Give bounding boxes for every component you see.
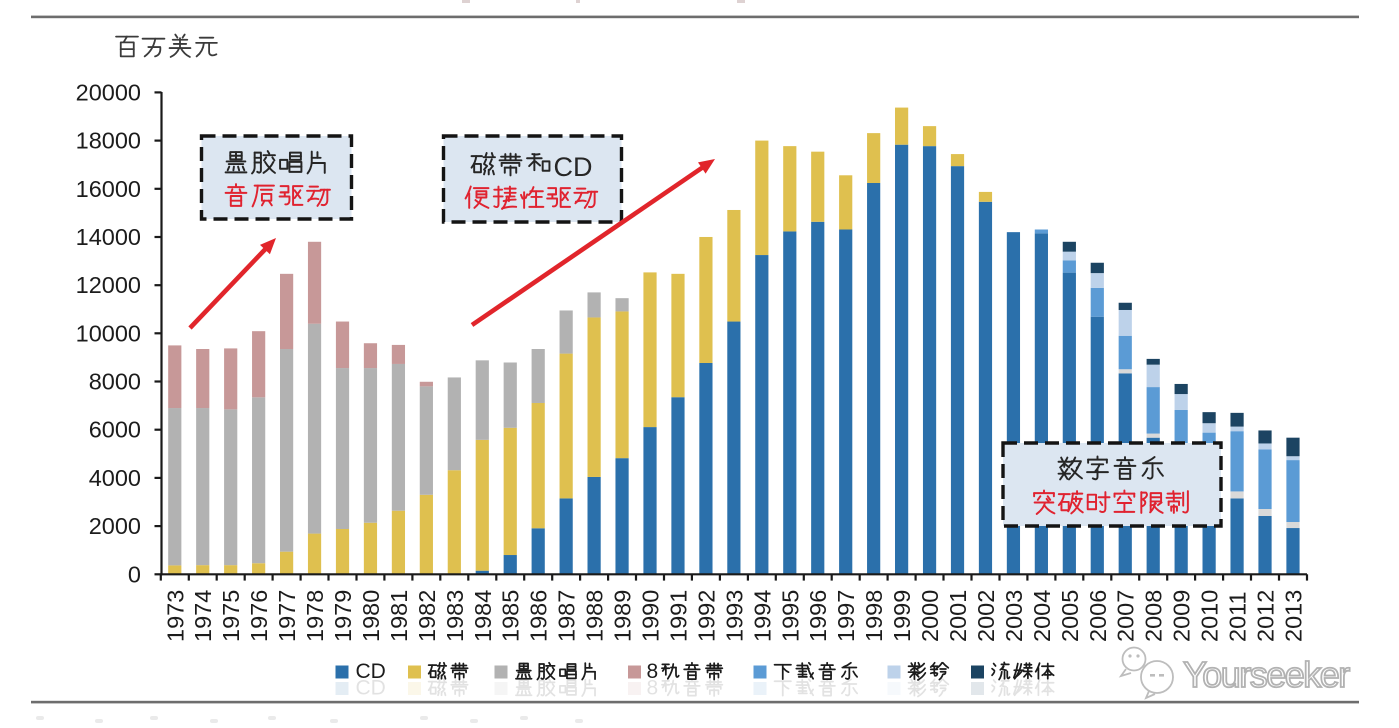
svg-text:18000: 18000 — [76, 128, 141, 154]
svg-text:1975: 1975 — [218, 590, 244, 642]
svg-text:2000: 2000 — [917, 590, 943, 642]
svg-text:CD: CD — [554, 152, 593, 182]
svg-text:1994: 1994 — [749, 590, 775, 642]
svg-text:1984: 1984 — [470, 590, 496, 642]
svg-text:2013: 2013 — [1281, 590, 1307, 642]
svg-text:2001: 2001 — [945, 590, 971, 642]
svg-text:8: 8 — [647, 660, 659, 683]
svg-text:16000: 16000 — [76, 176, 141, 202]
svg-text:1998: 1998 — [861, 590, 887, 642]
svg-text:2000: 2000 — [89, 513, 141, 539]
svg-text:2010: 2010 — [1197, 590, 1223, 642]
svg-text:1997: 1997 — [833, 590, 859, 642]
svg-text:2012: 2012 — [1253, 590, 1279, 642]
svg-text:8000: 8000 — [89, 369, 141, 395]
svg-text:2011: 2011 — [1225, 591, 1251, 642]
svg-text:1982: 1982 — [414, 590, 440, 642]
svg-text:1974: 1974 — [190, 590, 216, 642]
svg-text:1999: 1999 — [889, 590, 915, 642]
svg-text:1985: 1985 — [498, 590, 524, 642]
svg-text:2005: 2005 — [1057, 590, 1083, 642]
svg-text:2009: 2009 — [1169, 590, 1195, 642]
svg-text:1992: 1992 — [693, 590, 719, 642]
svg-text:14000: 14000 — [76, 224, 141, 250]
svg-text:1993: 1993 — [721, 590, 747, 642]
svg-text:4000: 4000 — [89, 465, 141, 491]
svg-text:1981: 1981 — [386, 590, 412, 642]
svg-text:1991: 1991 — [666, 590, 692, 642]
svg-text:1973: 1973 — [162, 590, 188, 642]
svg-text:1979: 1979 — [330, 590, 356, 642]
svg-text:6000: 6000 — [89, 417, 141, 443]
svg-text:1995: 1995 — [777, 590, 803, 642]
svg-text:8: 8 — [647, 677, 659, 700]
svg-text:CD: CD — [356, 660, 386, 683]
svg-text:1990: 1990 — [638, 590, 664, 642]
svg-text:1989: 1989 — [610, 590, 636, 642]
svg-text:2003: 2003 — [1001, 590, 1027, 642]
svg-text:Yourseeker: Yourseeker — [1183, 654, 1350, 695]
svg-text:0: 0 — [128, 561, 141, 587]
svg-text:1987: 1987 — [554, 590, 580, 642]
svg-text:1986: 1986 — [526, 590, 552, 642]
svg-text:2004: 2004 — [1029, 590, 1055, 642]
svg-text:2002: 2002 — [973, 590, 999, 642]
svg-text:12000: 12000 — [76, 272, 141, 298]
svg-text:1983: 1983 — [442, 590, 468, 642]
svg-text:1978: 1978 — [302, 590, 328, 642]
svg-text:10000: 10000 — [76, 320, 141, 346]
svg-text:1988: 1988 — [582, 590, 608, 642]
svg-text:2007: 2007 — [1113, 590, 1139, 642]
svg-text:1996: 1996 — [805, 590, 831, 642]
svg-text:1980: 1980 — [358, 590, 384, 642]
svg-text:2008: 2008 — [1141, 590, 1167, 642]
svg-text:CD: CD — [356, 677, 386, 700]
svg-text:20000: 20000 — [76, 79, 141, 105]
svg-text:1977: 1977 — [274, 590, 300, 642]
svg-text:2006: 2006 — [1085, 590, 1111, 642]
svg-text:1976: 1976 — [246, 590, 272, 642]
